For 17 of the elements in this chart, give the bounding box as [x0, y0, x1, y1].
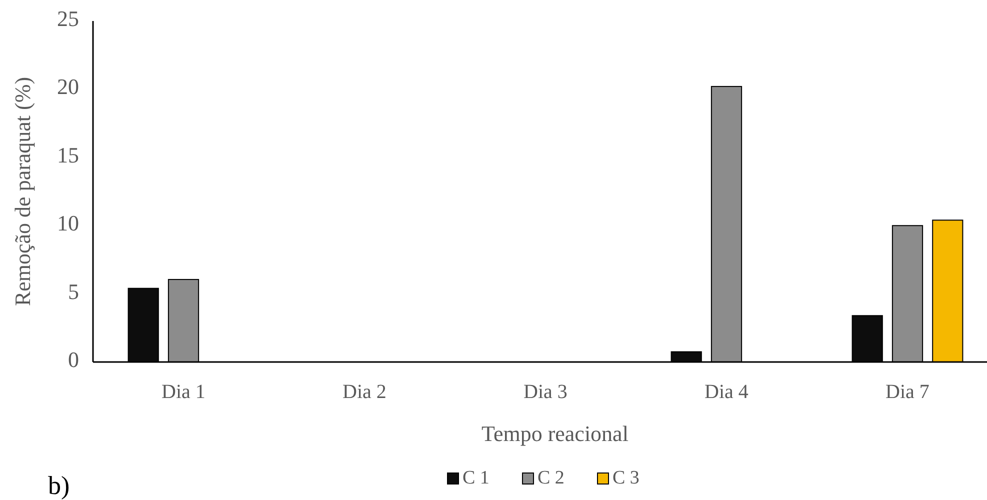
legend-label: C 1: [462, 467, 490, 488]
y-tick-label: 25: [57, 6, 79, 32]
x-tick-label: Dia 2: [342, 381, 386, 403]
y-tick-label: 20: [57, 74, 79, 100]
x-tick-label: Dia 4: [704, 381, 748, 403]
legend-label: C 3: [612, 467, 640, 488]
text: b): [48, 471, 70, 500]
x-tick-label: Dia 1: [162, 381, 206, 403]
x-tick-label: Dia 3: [524, 381, 568, 403]
y-axis-title: Remoção de paraquat (%): [10, 76, 35, 306]
y-tick-label: 5: [68, 278, 79, 304]
y-tick-label: 15: [57, 142, 79, 168]
legend-label: C 2: [538, 467, 564, 488]
y-tick-label: 10: [57, 210, 79, 236]
y-tick-label: 0: [68, 347, 79, 372]
x-tick-label: Dia 7: [886, 381, 930, 403]
x-axis-title: Tempo reacional: [482, 421, 628, 446]
